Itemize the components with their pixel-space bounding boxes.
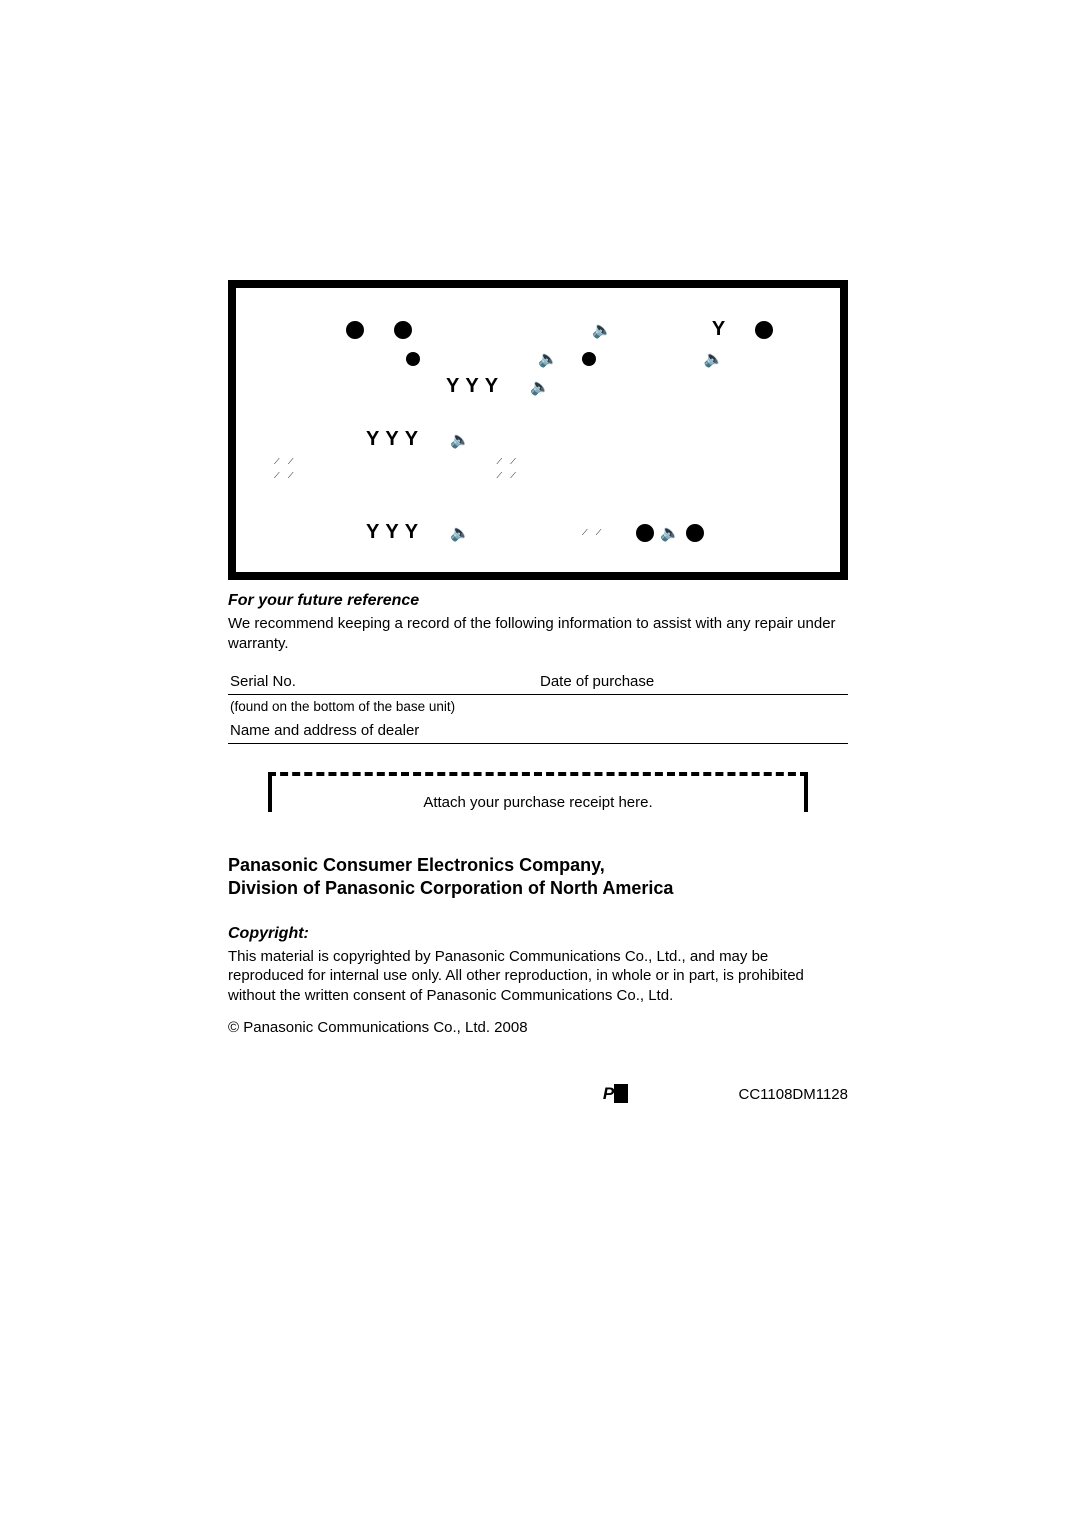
dot-icon bbox=[394, 321, 412, 339]
found-note: (found on the bottom of the base unit) bbox=[228, 695, 848, 719]
diagram-row: 🔈 Y bbox=[346, 318, 810, 341]
serial-no-label: Serial No. bbox=[228, 669, 538, 695]
dot-icon bbox=[582, 352, 596, 366]
table-row: Name and address of dealer bbox=[228, 718, 848, 744]
footer-code: CC1108DM1128 bbox=[738, 1086, 848, 1103]
footer-logo-block: ■ bbox=[614, 1084, 628, 1103]
icon-diagram-box: 🔈 Y 🔈 🔈 Y Y Y 🔈 Y Y Y 🔈 ⟋ ⟋ bbox=[228, 280, 848, 580]
speaker-icon: 🔈 bbox=[660, 523, 680, 543]
company-name: Panasonic Consumer Electronics Company, … bbox=[228, 854, 848, 901]
antenna-icon: Y bbox=[465, 375, 478, 398]
future-reference-text: We recommend keeping a record of the fol… bbox=[228, 614, 848, 653]
diagram-row: Y Y Y 🔈 bbox=[366, 428, 810, 451]
antenna-icon: Y bbox=[385, 521, 398, 544]
antenna-icon: Y bbox=[485, 375, 498, 398]
receipt-text: Attach your purchase receipt here. bbox=[268, 794, 808, 811]
speaker-icon: 🔈 bbox=[450, 430, 470, 450]
diagram-row: Y Y Y 🔈 bbox=[446, 375, 810, 398]
copyright-heading: Copyright: bbox=[228, 925, 848, 943]
speaker-icon: 🔈 bbox=[538, 349, 558, 369]
footer-logo-prefix: P bbox=[603, 1084, 614, 1103]
dot-icon bbox=[636, 524, 654, 542]
speaker-icon: 🔈 bbox=[704, 349, 724, 369]
antenna-icon: Y bbox=[405, 428, 418, 451]
company-line-2: Division of Panasonic Corporation of Nor… bbox=[228, 877, 848, 900]
reference-info-table: Serial No. Date of purchase (found on th… bbox=[228, 669, 848, 744]
antenna-icon: Y bbox=[446, 375, 459, 398]
speaker-icon: 🔈 bbox=[450, 523, 470, 543]
copyright-line: © Panasonic Communications Co., Ltd. 200… bbox=[228, 1019, 848, 1036]
dot-icon bbox=[755, 321, 773, 339]
company-line-1: Panasonic Consumer Electronics Company, bbox=[228, 854, 848, 877]
dealer-label: Name and address of dealer bbox=[228, 718, 848, 744]
dashed-line bbox=[268, 772, 808, 776]
table-row: (found on the bottom of the base unit) bbox=[228, 695, 848, 719]
tiny-marks: ⟋ ⟋ bbox=[496, 457, 518, 467]
speaker-icon: 🔈 bbox=[530, 377, 550, 397]
copyright-text: This material is copyrighted by Panasoni… bbox=[228, 947, 848, 1006]
page-footer: P■ CC1108DM1128 bbox=[228, 1084, 848, 1104]
tiny-marks: ⟋ ⟋ bbox=[582, 528, 604, 538]
antenna-icon: Y bbox=[712, 318, 725, 341]
tiny-marks: ⟋ ⟋ bbox=[274, 471, 296, 481]
antenna-icon: Y bbox=[366, 428, 379, 451]
dot-icon bbox=[686, 524, 704, 542]
speaker-icon: 🔈 bbox=[592, 320, 612, 340]
dot-icon bbox=[346, 321, 364, 339]
footer-logo: P■ bbox=[603, 1084, 629, 1104]
diagram-row: Y Y Y 🔈 ⟋ ⟋ 🔈 bbox=[366, 521, 810, 544]
tiny-marks: ⟋ ⟋ bbox=[496, 471, 518, 481]
diagram-row: 🔈 🔈 bbox=[406, 349, 810, 369]
future-reference-heading: For your future reference bbox=[228, 592, 848, 610]
antenna-icon: Y bbox=[385, 428, 398, 451]
tiny-marks: ⟋ ⟋ bbox=[274, 457, 296, 467]
dot-icon bbox=[406, 352, 420, 366]
receipt-attach-box: Attach your purchase receipt here. bbox=[268, 772, 808, 828]
antenna-icon: Y bbox=[405, 521, 418, 544]
diagram-tiny-row: ⟋ ⟋ ⟋ ⟋ bbox=[274, 457, 810, 467]
table-row: Serial No. Date of purchase bbox=[228, 669, 848, 695]
diagram-tiny-row: ⟋ ⟋ ⟋ ⟋ bbox=[274, 471, 810, 481]
antenna-icon: Y bbox=[366, 521, 379, 544]
date-of-purchase-label: Date of purchase bbox=[538, 669, 848, 695]
page-content: 🔈 Y 🔈 🔈 Y Y Y 🔈 Y Y Y 🔈 ⟋ ⟋ bbox=[228, 280, 848, 1036]
